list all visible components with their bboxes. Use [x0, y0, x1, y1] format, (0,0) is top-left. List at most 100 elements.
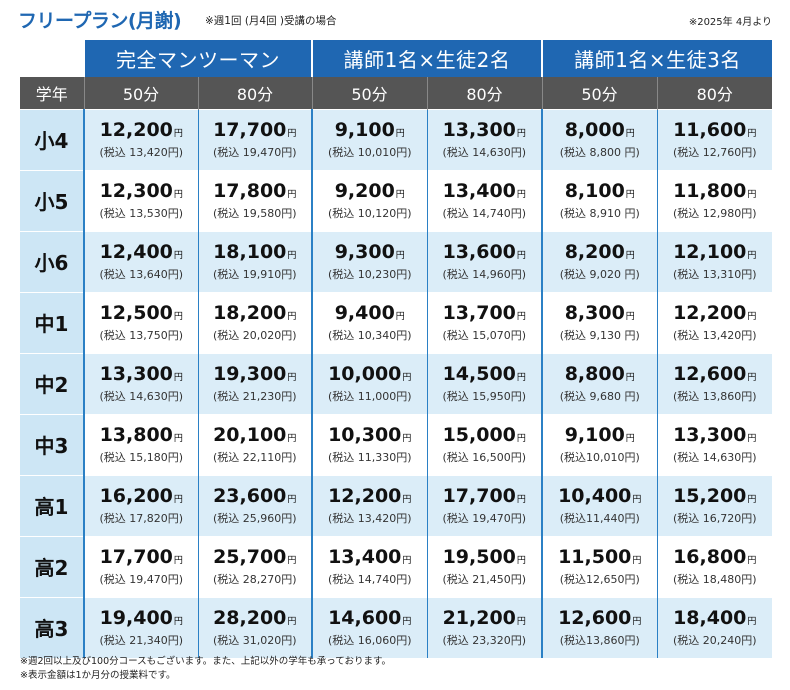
price-value: 19,400: [99, 606, 173, 629]
yen-unit: 円: [402, 372, 412, 383]
tax-included-price: (税込 16,060円): [327, 633, 412, 647]
footnotes: ※週2回以上及び100分コースもございます。また、上記以外の学年も承っております…: [20, 655, 391, 683]
monthly-price: 9,100円: [543, 424, 657, 450]
tax-included-price: (税込 19,470円): [442, 511, 527, 525]
grade-column-header: 学年: [20, 77, 84, 109]
price-value: 9,300: [334, 240, 395, 263]
price-value: 13,300: [442, 118, 516, 141]
monthly-price: 15,200円: [658, 485, 773, 511]
price-value: 15,000: [442, 423, 516, 446]
monthly-price: 15,000円: [428, 423, 542, 450]
footnote-line: ※表示金額は1か月分の授業料です。: [20, 670, 176, 681]
grade-row: 小6 12,400円 (税込 13,640円) 18,100円 (税込 19,910円)…: [20, 230, 772, 292]
tax-included-price: (税込 18,480円): [672, 572, 757, 586]
monthly-price: 9,100円: [313, 119, 427, 145]
yen-unit: 円: [173, 311, 183, 322]
tax-included-price: (税込 12,980円): [672, 206, 757, 220]
monthly-price: 25,700円: [199, 546, 312, 572]
monthly-price: 11,600円: [658, 119, 773, 145]
price-value: 18,400: [673, 606, 747, 629]
monthly-price: 9,300円: [313, 240, 427, 267]
yen-unit: 円: [625, 250, 635, 261]
yen-unit: 円: [402, 555, 412, 566]
tax-included-price: (税込 10,230円): [327, 267, 412, 281]
yen-unit: 円: [625, 433, 635, 444]
price-cell: 19,300円 (税込 21,230円): [197, 352, 312, 414]
tax-included-price: (税込 13,860円): [672, 389, 757, 403]
grade-label: 高1: [20, 474, 84, 536]
monthly-price: 13,600円: [428, 240, 542, 267]
monthly-price: 11,800円: [658, 179, 773, 206]
monthly-price: 12,200円: [658, 302, 773, 328]
monthly-price: 12,600円: [658, 362, 773, 389]
price-value: 13,300: [99, 362, 173, 385]
monthly-price: 10,300円: [313, 424, 427, 450]
tax-included-price: (税込 14,630円): [99, 389, 184, 403]
grade-label: 高2: [20, 535, 84, 597]
price-table: 完全マンツーマン 講師1名×生徒2名 講師1名×生徒3名 学年 50分 80分 …: [20, 40, 772, 658]
price-cell: 16,800円 (税込 18,480円): [656, 535, 772, 597]
monthly-price: 28,200円: [199, 607, 312, 633]
tax-included-price: (税込 17,820円): [99, 511, 184, 525]
price-cell: 13,300円 (税込 14,630円): [83, 352, 198, 414]
yen-unit: 円: [747, 433, 757, 444]
price-value: 13,600: [442, 240, 516, 263]
effective-date-note: ※2025年 4月より: [688, 17, 772, 28]
price-cell: 18,200円 (税込 20,020円): [197, 291, 312, 353]
plan-header-pair: 講師1名×生徒2名: [311, 40, 542, 77]
price-value: 8,000: [564, 118, 625, 141]
tax-included-price: (税込 15,070円): [442, 328, 527, 342]
price-cell: 16,200円 (税込 17,820円): [83, 474, 198, 536]
yen-unit: 円: [395, 311, 405, 322]
price-cell: 11,800円 (税込 12,980円): [656, 169, 773, 231]
plan-header-trio: 講師1名×生徒3名: [541, 40, 772, 77]
duration-header: 80分: [426, 77, 542, 109]
price-cell: 14,500円 (税込 15,950円): [426, 352, 542, 414]
frequency-note: ※週1回 (月4回 )受講の場合: [205, 15, 337, 27]
tax-included-price: (税込 9,130 円): [559, 328, 640, 342]
price-cell: 9,100円 (税込 10,010円): [311, 108, 427, 170]
price-value: 16,800: [673, 545, 747, 568]
tax-included-price: (税込 14,740円): [327, 572, 412, 586]
grade-row: 中3 13,800円 (税込 15,180円) 20,100円 (税込 22,110円)…: [20, 413, 772, 475]
price-cell: 13,400円 (税込 14,740円): [311, 535, 427, 597]
tax-included-price: (税込 14,960円): [442, 267, 527, 281]
price-cell: 13,300円 (税込 14,630円): [426, 108, 542, 170]
price-cell: 14,600円 (税込 16,060円): [311, 596, 427, 658]
price-cell: 12,400円 (税込 13,640円): [83, 230, 198, 292]
tax-included-price: (税込 10,010円): [327, 145, 412, 159]
price-cell: 13,600円 (税込 14,960円): [426, 230, 542, 292]
grade-label: 高3: [20, 596, 84, 658]
tax-included-price: (税込11,440円): [559, 511, 640, 525]
yen-unit: 円: [516, 311, 526, 322]
monthly-price: 12,400円: [85, 240, 198, 267]
yen-unit: 円: [287, 128, 297, 139]
price-value: 11,500: [558, 545, 632, 568]
price-value: 12,600: [673, 362, 747, 385]
yen-unit: 円: [173, 433, 183, 444]
monthly-price: 12,500円: [85, 302, 198, 328]
grade-label: 小5: [20, 169, 84, 231]
monthly-price: 11,500円: [543, 545, 657, 572]
price-value: 11,800: [673, 179, 747, 202]
grade-row: 高2 17,700円 (税込 19,470円) 25,700円 (税込 28,270円)…: [20, 535, 772, 597]
price-value: 9,200: [334, 179, 395, 202]
yen-unit: 円: [173, 494, 183, 505]
monthly-price: 13,400円: [428, 180, 542, 206]
price-cell: 12,200円 (税込 13,420円): [656, 291, 773, 353]
price-value: 8,200: [564, 240, 625, 263]
price-cell: 8,200円 (税込 9,020 円): [541, 230, 657, 292]
monthly-price: 8,300円: [543, 302, 657, 328]
monthly-price: 17,800円: [199, 180, 312, 206]
price-cell: 18,400円 (税込 20,240円): [656, 596, 772, 658]
duration-header-row: 学年 50分 80分 50分 80分 50分 80分: [20, 77, 772, 109]
price-cell: 15,200円 (税込 16,720円): [656, 474, 773, 536]
yen-unit: 円: [516, 616, 526, 627]
price-cell: 21,200円 (税込 23,320円): [426, 596, 542, 658]
price-value: 12,400: [99, 240, 173, 263]
yen-unit: 円: [173, 616, 183, 627]
tax-included-price: (税込 16,720円): [672, 511, 757, 525]
yen-unit: 円: [402, 494, 412, 505]
grade-label: 小4: [20, 108, 84, 170]
